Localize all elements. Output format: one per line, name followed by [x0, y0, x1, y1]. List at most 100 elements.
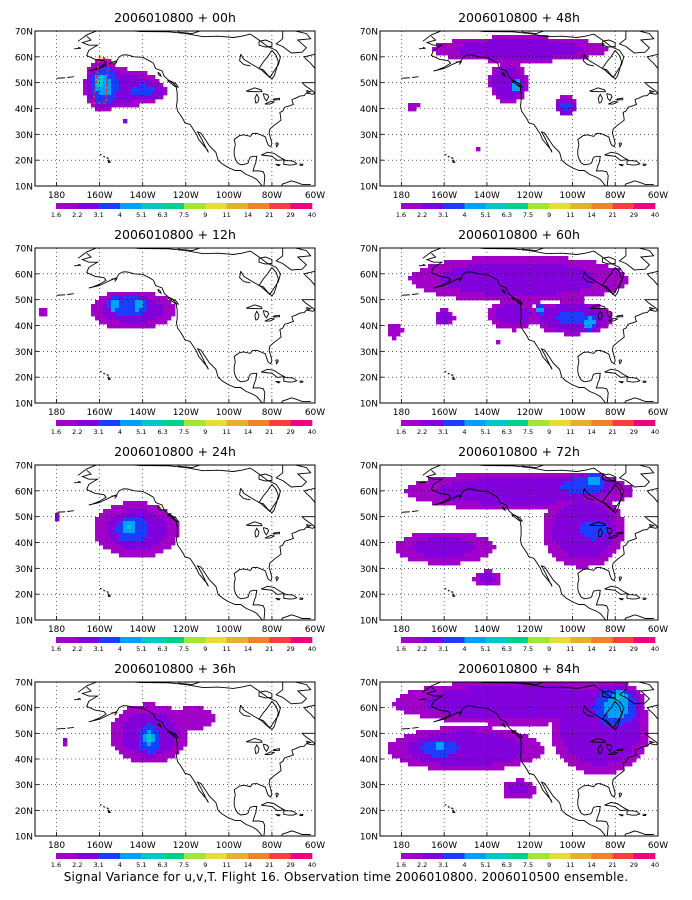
variance-cell	[147, 714, 152, 719]
variance-cell	[404, 694, 409, 699]
coast-line	[452, 809, 456, 814]
variance-cell	[135, 553, 140, 558]
variance-cell	[532, 288, 537, 293]
variance-cell	[408, 493, 413, 498]
variance-cell	[476, 497, 481, 502]
colorbar-label: 2.2	[417, 428, 427, 436]
variance-cell	[127, 513, 132, 518]
variance-cell	[608, 682, 613, 687]
variance-cell	[408, 758, 413, 763]
variance-cell	[135, 746, 140, 751]
variance-cell	[155, 722, 160, 727]
variance-cell	[476, 742, 481, 747]
variance-cell	[528, 47, 533, 52]
variance-cell	[103, 525, 108, 530]
variance-cell	[167, 750, 172, 755]
variance-cell	[576, 710, 581, 715]
variance-cell	[620, 722, 625, 727]
variance-cell	[492, 272, 497, 277]
variance-cell	[500, 710, 505, 715]
variance-cell	[496, 288, 501, 293]
variance-cell	[492, 686, 497, 691]
variance-cell	[159, 320, 164, 325]
variance-cell	[155, 300, 160, 305]
coast-line	[606, 310, 613, 319]
variance-cell	[500, 714, 505, 719]
variance-cell	[556, 694, 561, 699]
variance-cell	[560, 292, 565, 297]
variance-cell	[524, 718, 529, 723]
variance-cell	[540, 750, 545, 755]
variance-cell	[576, 565, 581, 570]
variance-cell	[163, 746, 168, 751]
variance-cell	[456, 762, 461, 767]
variance-cell	[159, 549, 164, 554]
variance-cell	[408, 750, 413, 755]
variance-cell	[163, 87, 168, 92]
variance-cell	[500, 47, 505, 52]
variance-cell	[464, 766, 469, 771]
colorbar-swatch	[290, 853, 313, 859]
x-tick-label: 180	[48, 408, 65, 418]
variance-cell	[612, 288, 617, 293]
variance-cell	[468, 537, 473, 542]
variance-cell	[540, 296, 545, 301]
colorbar-label: 11	[566, 645, 574, 653]
variance-cell	[492, 264, 497, 269]
variance-cell	[512, 493, 517, 498]
variance-cell	[428, 561, 433, 566]
variance-cell	[520, 296, 525, 301]
variance-cell	[524, 272, 529, 277]
variance-cell	[127, 742, 132, 747]
variance-cell	[119, 304, 124, 309]
colorbar-swatch	[162, 420, 185, 426]
variance-cell	[131, 545, 136, 550]
variance-cell	[428, 481, 433, 486]
variance-cell	[87, 99, 92, 104]
variance-cell	[400, 750, 405, 755]
coast-line	[275, 359, 279, 365]
colorbar-label: 9	[547, 428, 551, 436]
variance-cell	[552, 742, 557, 747]
coast-line	[315, 28, 350, 56]
variance-cell	[191, 726, 196, 731]
variance-cell	[588, 312, 593, 317]
variance-cell	[460, 268, 465, 273]
variance-field	[396, 473, 633, 586]
variance-cell	[472, 292, 477, 297]
variance-cell	[448, 316, 453, 321]
variance-cell	[436, 533, 441, 538]
variance-cell	[508, 91, 513, 96]
variance-cell	[536, 702, 541, 707]
variance-cell	[464, 754, 469, 759]
variance-cell	[576, 525, 581, 530]
variance-cell	[568, 260, 573, 265]
x-tick-label: 60W	[305, 191, 325, 201]
variance-cell	[580, 722, 585, 727]
variance-cell	[83, 87, 88, 92]
variance-cell	[179, 730, 184, 735]
variance-cell	[616, 694, 621, 699]
variance-cell	[428, 730, 433, 735]
variance-cell	[524, 706, 529, 711]
variance-cell	[484, 726, 489, 731]
variance-cell	[151, 726, 156, 731]
variance-cell	[488, 284, 493, 289]
variance-cell	[404, 698, 409, 703]
variance-cell	[127, 509, 132, 514]
variance-cell	[576, 284, 581, 289]
variance-cell	[572, 324, 577, 329]
variance-cell	[87, 75, 92, 80]
variance-cell	[600, 682, 605, 687]
variance-cell	[584, 304, 589, 309]
variance-cell	[620, 762, 625, 767]
variance-cell	[516, 268, 521, 273]
variance-cell	[556, 280, 561, 285]
variance-cell	[484, 698, 489, 703]
variance-cell	[147, 83, 152, 88]
variance-cell	[504, 264, 509, 269]
variance-cell	[488, 292, 493, 297]
variance-cell	[476, 710, 481, 715]
variance-cell	[556, 501, 561, 506]
variance-cell	[444, 734, 449, 739]
